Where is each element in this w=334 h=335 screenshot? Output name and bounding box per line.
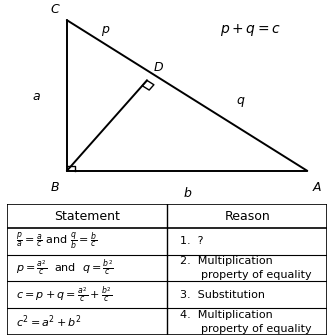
Text: 2.  Multiplication
      property of equality: 2. Multiplication property of equality (180, 256, 311, 280)
Text: B: B (51, 181, 59, 194)
Text: $c^2 = a^2 + b^2$: $c^2 = a^2 + b^2$ (16, 313, 82, 330)
Text: p: p (101, 23, 109, 36)
Text: a: a (33, 90, 40, 103)
Text: $c = p + q = \frac{a^2}{c} + \frac{b^2}{c}$: $c = p + q = \frac{a^2}{c} + \frac{b^2}{… (16, 285, 113, 304)
Text: A: A (312, 181, 321, 194)
Text: C: C (51, 3, 59, 16)
Text: 3.  Substitution: 3. Substitution (180, 290, 265, 300)
Text: $p + q = c$: $p + q = c$ (220, 22, 281, 38)
Text: $\frac{p}{a} = \frac{a}{c}$ and $\frac{q}{b} = \frac{b}{c}$: $\frac{p}{a} = \frac{a}{c}$ and $\frac{q… (16, 230, 98, 252)
Text: Reason: Reason (224, 210, 270, 223)
Text: q: q (236, 94, 244, 107)
Text: 4.  Multiplication
      property of equality: 4. Multiplication property of equality (180, 310, 311, 334)
Text: $p = \frac{a^2}{c}$  and  $q = \frac{b^2}{c}$: $p = \frac{a^2}{c}$ and $q = \frac{b^2}{… (16, 259, 114, 277)
Text: b: b (183, 187, 191, 200)
Text: D: D (154, 61, 163, 74)
Text: 1.  ?: 1. ? (180, 236, 203, 246)
Text: Statement: Statement (54, 210, 120, 223)
